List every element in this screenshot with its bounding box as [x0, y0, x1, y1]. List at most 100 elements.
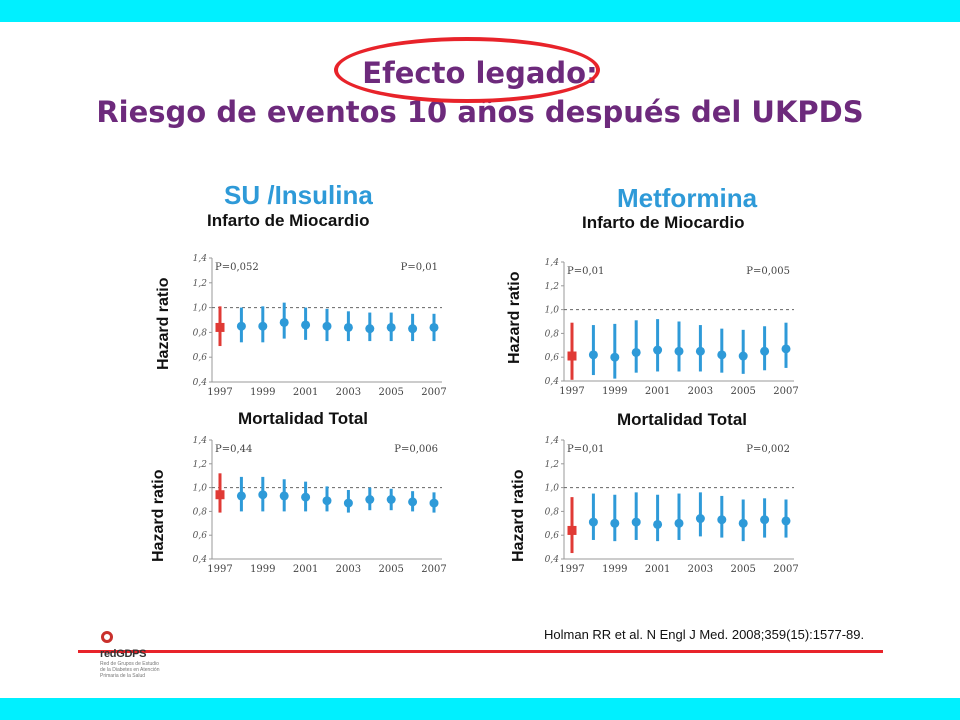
- data-point: [631, 347, 641, 357]
- data-point: [781, 344, 791, 354]
- bottom-band: [0, 698, 960, 720]
- group-title-su-insulina: SU /Insulina: [224, 180, 373, 210]
- x-tick-label: 2005: [730, 564, 755, 575]
- x-tick-label: 1997: [559, 564, 584, 575]
- data-point: [610, 352, 620, 362]
- x-tick-label: 1997: [559, 386, 584, 397]
- p-value-end: P=0,006: [394, 444, 438, 455]
- footer-rule: [78, 650, 883, 653]
- data-point: [653, 519, 663, 529]
- data-point: [429, 498, 439, 508]
- data-point: [674, 518, 684, 528]
- panel-title-su-mort: Mortalidad Total: [238, 409, 369, 428]
- x-tick-label: 1999: [602, 386, 627, 397]
- data-point: [322, 321, 332, 331]
- x-tick-label: 2007: [773, 564, 798, 575]
- data-point: [653, 345, 663, 355]
- x-tick-label: 2003: [688, 564, 713, 575]
- x-tick-label: 2007: [421, 564, 446, 575]
- highlight-ellipse: [334, 37, 600, 103]
- x-tick-label: 2007: [773, 386, 798, 397]
- data-point: [408, 497, 418, 507]
- baseline-point: [567, 351, 577, 361]
- x-tick-label: 2001: [645, 386, 670, 397]
- data-point: [386, 322, 396, 332]
- x-tick-label: 2001: [645, 564, 670, 575]
- data-point: [279, 317, 289, 327]
- y-tick-label: 0,6: [193, 353, 208, 363]
- x-tick-label: 2001: [293, 387, 318, 398]
- data-point: [322, 496, 332, 506]
- panel-title-met-mort: Mortalidad Total: [617, 410, 748, 429]
- logo-caption: Red de Grupos de Estudio de la Diabetes …: [100, 661, 160, 679]
- y-tick-label: 1,4: [545, 436, 560, 446]
- data-point: [408, 324, 418, 334]
- data-point: [760, 346, 770, 356]
- x-tick-label: 2003: [688, 386, 713, 397]
- p-value-end: P=0,01: [401, 262, 438, 273]
- y-tick-label: 0,4: [193, 555, 208, 565]
- logo-text: redGDPS: [100, 648, 147, 660]
- y-tick-label: 1,4: [545, 258, 560, 268]
- data-point: [258, 321, 268, 331]
- p-value-start: P=0,01: [567, 266, 604, 277]
- data-point: [365, 495, 375, 504]
- y-tick-label: 0,8: [193, 328, 208, 338]
- data-point: [258, 490, 268, 500]
- y-tick-label: 0,4: [545, 377, 560, 387]
- group-title-metformina: Metformina: [617, 183, 758, 213]
- x-tick-label: 2001: [293, 564, 318, 575]
- p-value-start: P=0,01: [567, 444, 604, 455]
- data-point: [429, 322, 439, 332]
- x-tick-label: 2003: [336, 564, 361, 575]
- ylabel-met-im: Hazard ratio: [506, 271, 523, 364]
- data-point: [343, 498, 353, 508]
- data-point: [760, 515, 770, 525]
- data-point: [695, 514, 705, 524]
- y-tick-label: 0,4: [193, 378, 208, 388]
- data-point: [717, 515, 727, 525]
- x-tick-label: 1997: [207, 564, 232, 575]
- p-value-end: P=0,005: [746, 266, 790, 277]
- x-tick-label: 1997: [207, 387, 232, 398]
- panel-title-su-im: Infarto de Miocardio: [207, 211, 370, 230]
- data-point: [386, 495, 396, 504]
- data-point: [631, 517, 641, 527]
- x-tick-label: 2005: [730, 386, 755, 397]
- y-tick-label: 1,0: [193, 304, 208, 314]
- y-tick-label: 1,2: [545, 460, 560, 470]
- data-point: [301, 320, 311, 330]
- y-tick-label: 1,2: [193, 460, 208, 470]
- ylabel-su-im: Hazard ratio: [155, 277, 172, 370]
- y-tick-label: 0,6: [545, 353, 560, 363]
- data-point: [365, 324, 375, 334]
- x-tick-label: 2003: [336, 387, 361, 398]
- data-point: [343, 322, 353, 332]
- logo-icon: [101, 631, 113, 643]
- p-value-start: P=0,052: [215, 262, 259, 273]
- x-tick-label: 1999: [602, 564, 627, 575]
- data-point: [674, 346, 684, 356]
- baseline-point: [215, 490, 225, 500]
- y-tick-label: 0,8: [193, 507, 208, 517]
- data-point: [588, 350, 598, 360]
- y-tick-label: 0,6: [545, 531, 560, 541]
- y-tick-label: 1,0: [545, 484, 560, 494]
- data-point: [738, 518, 748, 528]
- data-point: [236, 491, 246, 501]
- p-value-start: P=0,44: [215, 444, 252, 455]
- y-tick-label: 1,2: [193, 279, 208, 289]
- y-tick-label: 1,0: [193, 484, 208, 494]
- ylabel-met-mort: Hazard ratio: [510, 469, 527, 562]
- x-tick-label: 2007: [421, 387, 446, 398]
- y-tick-label: 1,4: [193, 436, 208, 446]
- data-point: [588, 517, 598, 527]
- y-tick-label: 1,0: [545, 306, 560, 316]
- data-point: [301, 492, 311, 502]
- data-point: [717, 350, 727, 360]
- y-tick-label: 0,8: [545, 329, 560, 339]
- y-tick-label: 0,4: [545, 555, 560, 565]
